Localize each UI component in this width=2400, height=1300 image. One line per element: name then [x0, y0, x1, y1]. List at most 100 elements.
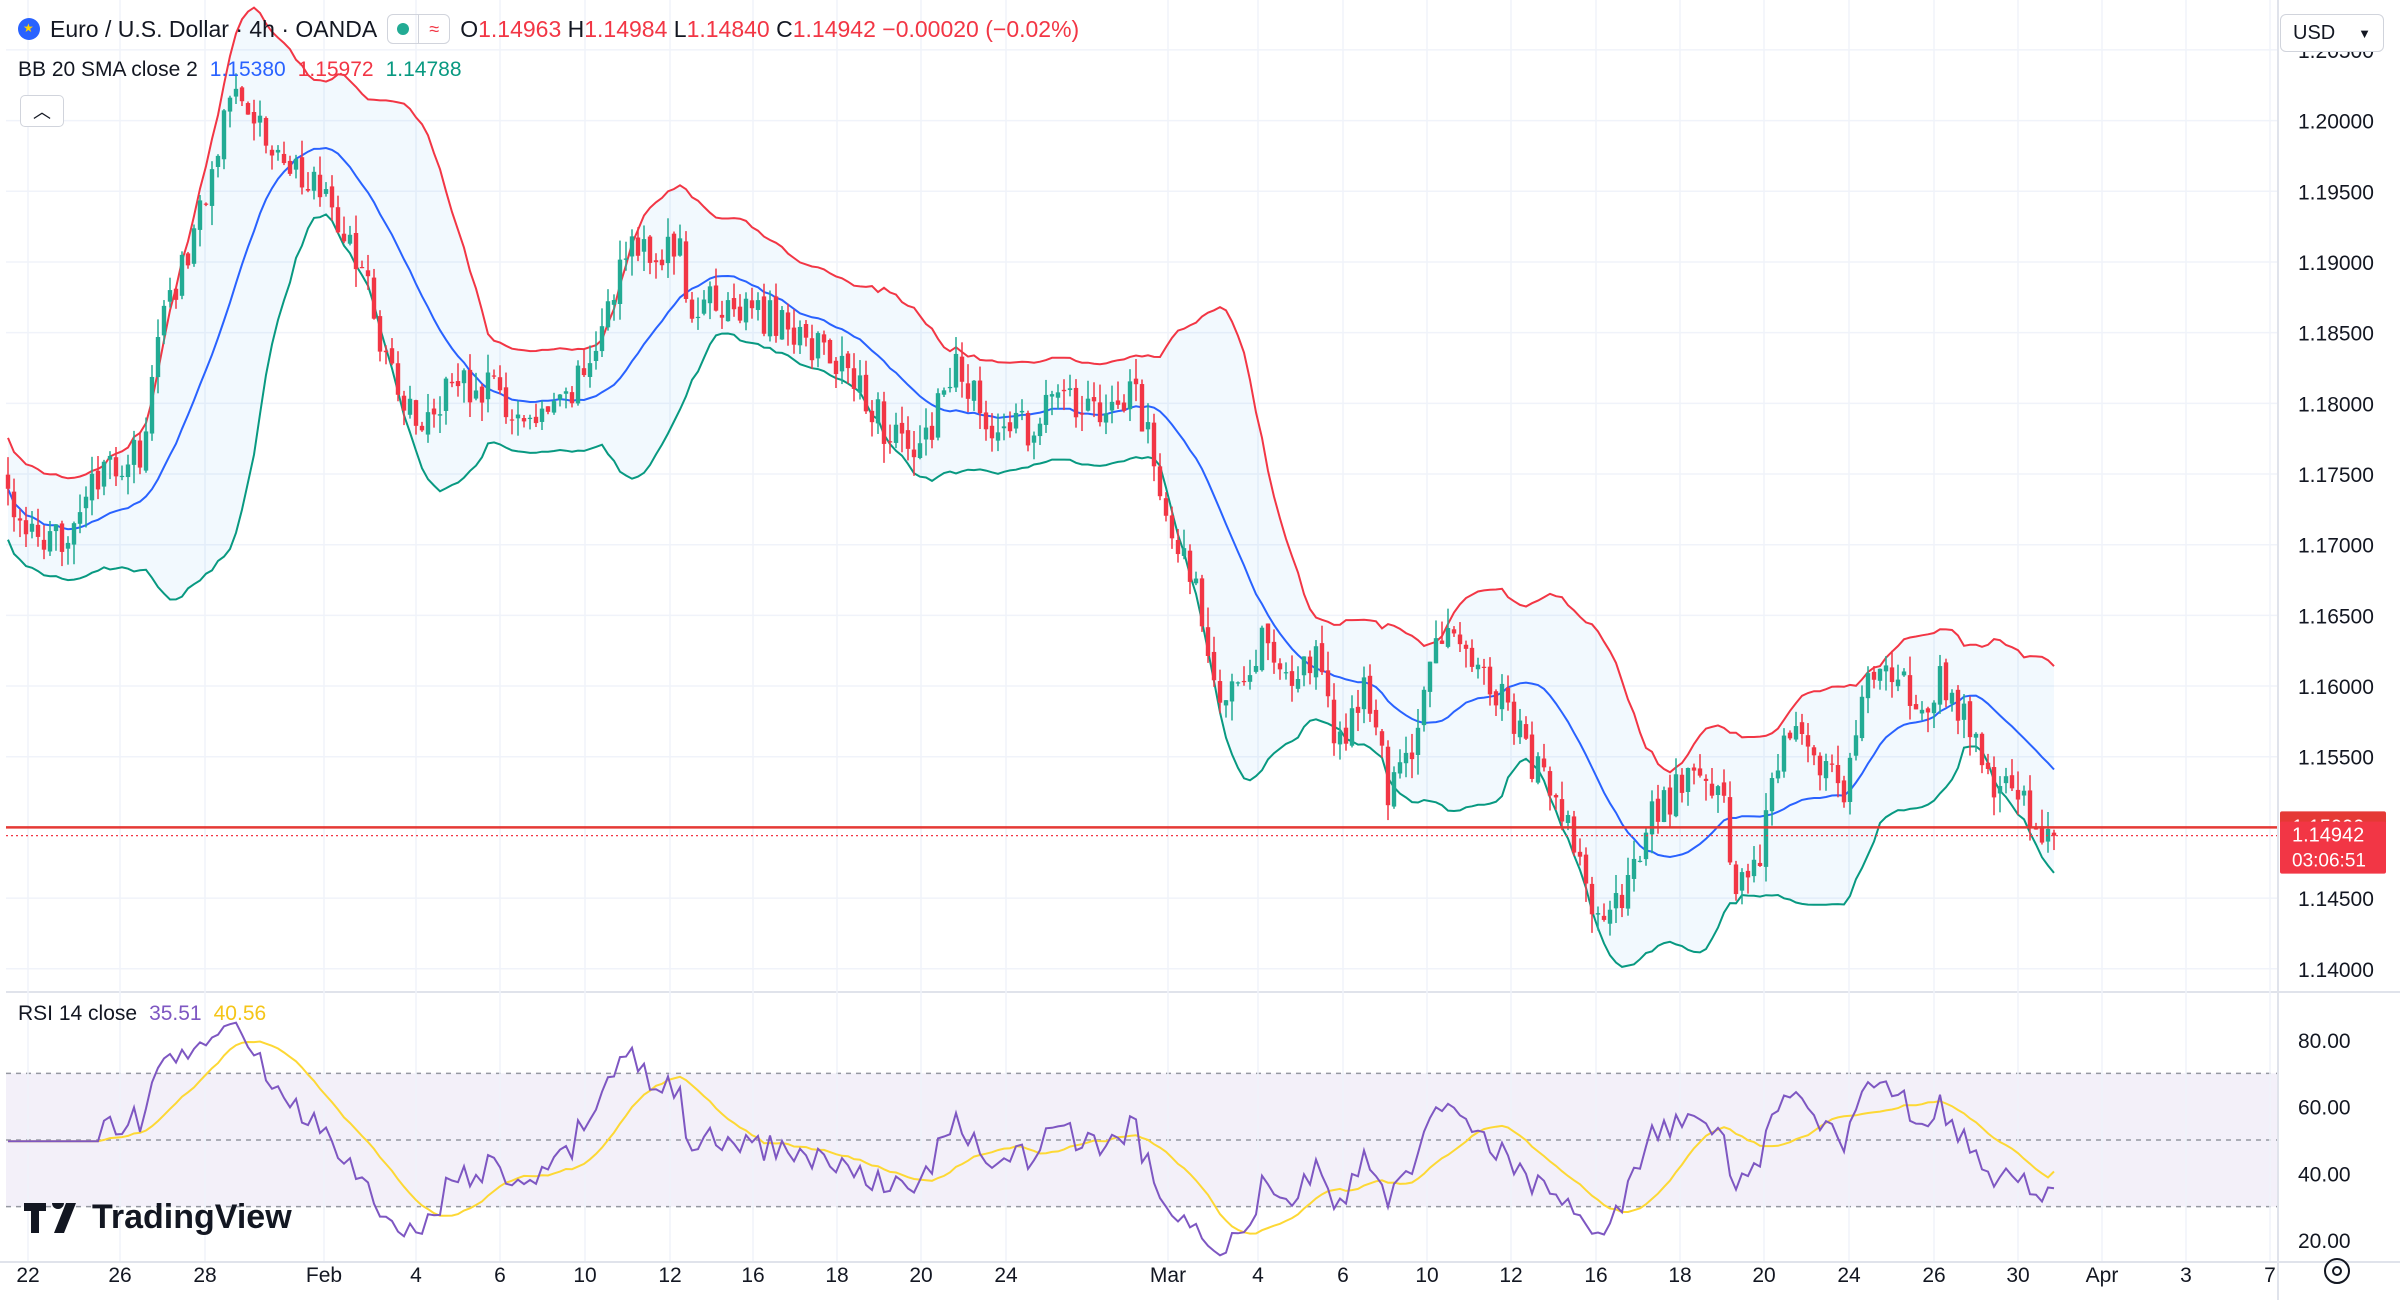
price-tick-label: 1.18500: [2298, 323, 2374, 346]
candle: [47, 520, 53, 556]
rsi-legend[interactable]: RSI 14 close 35.51 40.56: [18, 1002, 266, 1026]
candle: [1793, 711, 1799, 742]
candle-body: [269, 149, 275, 156]
candle-body: [137, 440, 143, 468]
candle: [203, 202, 209, 207]
candle-body: [71, 523, 77, 545]
candle: [1667, 774, 1673, 828]
candle-body: [617, 259, 623, 305]
candle: [1031, 431, 1037, 460]
price-tick-label: 1.17000: [2298, 535, 2374, 558]
candle-body: [887, 441, 893, 443]
candle: [491, 369, 497, 380]
status-pills[interactable]: ≈: [387, 14, 451, 44]
ohlc-readout: O1.14963 H1.14984 L1.14840 C1.14942 −0.0…: [460, 15, 1080, 42]
time-axis[interactable]: 22 26 28 Feb 4 6 10 12 16 18 20 24 Mar 4 6 10 12 16 18 20 24…: [0, 1261, 2400, 1287]
time-tick-label: 24: [994, 1264, 1018, 1287]
candle-body: [479, 386, 485, 403]
collapse-legend-button[interactable]: ︿: [20, 95, 64, 127]
candle-body: [773, 296, 779, 336]
candle: [1901, 668, 1907, 677]
candle: [1757, 844, 1763, 867]
candle-body: [1883, 665, 1889, 672]
candle-body: [2039, 826, 2045, 843]
candle-body: [2033, 828, 2039, 830]
candle-body: [1631, 858, 1637, 879]
candle-body: [983, 412, 989, 430]
bb-fill: [8, 7, 2054, 967]
candle-body: [1151, 422, 1157, 467]
candle-body: [1985, 762, 1991, 769]
candle-body: [1199, 578, 1205, 627]
candle: [1361, 666, 1367, 724]
candle-body: [233, 88, 239, 97]
candle-body: [1061, 389, 1067, 392]
candle-body: [1805, 735, 1811, 747]
candle-body: [701, 299, 707, 314]
candle: [1679, 768, 1685, 803]
bb-legend[interactable]: BB 20 SMA close 2 1.15380 1.15972 1.1478…: [18, 58, 462, 82]
candle-body: [1811, 747, 1817, 756]
candle: [137, 431, 143, 475]
candle: [509, 409, 515, 435]
candle: [1163, 492, 1169, 522]
candle: [833, 357, 839, 389]
candle: [1073, 379, 1079, 428]
candle: [1481, 658, 1487, 685]
candle: [2027, 775, 2033, 841]
candle: [1745, 863, 1751, 894]
candle: [2051, 829, 2057, 851]
candle-body: [437, 414, 443, 416]
candle: [1049, 390, 1055, 416]
candle: [1169, 506, 1175, 549]
time-tick-label: Apr: [2086, 1264, 2119, 1287]
time-tick-label: 24: [1837, 1264, 1861, 1287]
candle-body: [1451, 629, 1457, 634]
candle: [779, 306, 785, 340]
candle: [419, 421, 425, 432]
candle: [1913, 694, 1919, 710]
candle-body: [1367, 675, 1373, 714]
candle-body: [605, 301, 611, 328]
candle-body: [1121, 402, 1127, 411]
tradingview-logo[interactable]: TradingView: [24, 1198, 292, 1237]
candle-body: [1211, 651, 1217, 681]
candle: [1991, 756, 1997, 816]
time-tick-label: 18: [1668, 1264, 1691, 1287]
candle-body: [929, 425, 935, 440]
candle-body: [521, 418, 527, 422]
last-tag-price: 1.14942: [2292, 825, 2364, 847]
candle-body: [305, 188, 311, 191]
candle-body: [17, 518, 23, 521]
candle: [1721, 769, 1727, 803]
change-value: −0.00020 (−0.02%): [882, 15, 1080, 42]
candle-body: [1001, 426, 1007, 429]
candle-body: [311, 171, 317, 191]
candle-body: [671, 233, 677, 257]
currency-selector[interactable]: USD ▼: [2280, 14, 2384, 52]
candle: [617, 240, 623, 320]
candle: [299, 140, 305, 195]
price-level-line[interactable]: [6, 826, 2278, 837]
candle-body: [755, 300, 761, 310]
last-price-tag: 1.14942 03:06:51: [2280, 821, 2386, 874]
candle-body: [299, 157, 305, 188]
candle: [1439, 621, 1445, 645]
candle-body: [599, 326, 605, 352]
candle: [1235, 681, 1241, 687]
settings-gear-icon[interactable]: [2324, 1258, 2350, 1284]
symbol-title[interactable]: Euro / U.S. Dollar · 4h · OANDA: [50, 15, 378, 42]
candle-body: [1379, 731, 1385, 746]
candle-body: [575, 365, 581, 404]
price-tick-label: 1.19000: [2298, 252, 2374, 275]
time-tick-label: 30: [2006, 1264, 2029, 1287]
candle-body: [1037, 423, 1043, 437]
candle: [647, 235, 653, 275]
candle: [815, 331, 821, 368]
candle: [1229, 673, 1235, 721]
candle: [473, 372, 479, 401]
price-axis[interactable]: 1.205001.200001.195001.190001.185001.180…: [2277, 0, 2374, 1300]
candle-body: [293, 158, 299, 170]
